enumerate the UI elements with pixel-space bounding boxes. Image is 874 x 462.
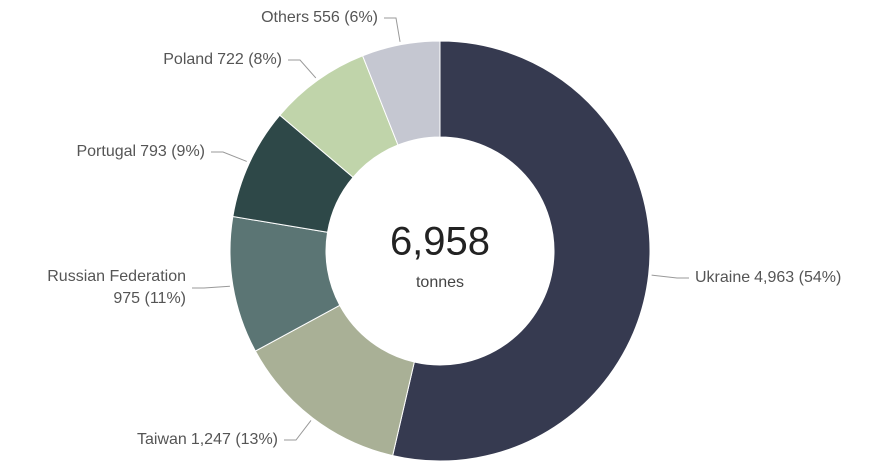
slice-label-name: Russian Federation xyxy=(47,268,186,285)
leader-line xyxy=(192,285,230,289)
center-label: tonnes xyxy=(416,274,464,291)
slice-label-name: Ukraine xyxy=(695,269,750,286)
slice-label-value: 793 (9%) xyxy=(140,143,205,160)
slice-label-value: 4,963 (54%) xyxy=(754,269,841,286)
leader-line xyxy=(284,420,312,441)
slice-label-value: 975 (11%) xyxy=(113,290,186,307)
slice-label-value: 1,247 (13%) xyxy=(191,431,278,448)
slice-label: Taiwan 1,247 (13%) xyxy=(137,431,278,448)
slice-label-name: Taiwan xyxy=(137,431,187,448)
center-value: 6,958 xyxy=(390,220,490,264)
slice-label-name: Poland xyxy=(163,51,213,68)
leader-line xyxy=(651,274,689,279)
leader-line xyxy=(384,17,401,42)
donut-slice xyxy=(361,40,441,146)
slice-label: Poland 722 (8%) xyxy=(163,51,282,68)
slice-label: Ukraine 4,963 (54%) xyxy=(695,269,841,286)
slice-label: Others 556 (6%) xyxy=(261,9,378,26)
leader-line xyxy=(211,151,247,162)
leader-line xyxy=(288,59,317,79)
slice-label-value: 556 (6%) xyxy=(313,9,378,26)
slice-label: Russian Federation 975 (11%) xyxy=(47,268,186,307)
slice-label-name: Others xyxy=(261,9,309,26)
slice-label-name: Portugal xyxy=(76,143,136,160)
slice-label-value: 722 (8%) xyxy=(217,51,282,68)
slice-label: Portugal 793 (9%) xyxy=(76,143,205,160)
donut-slice xyxy=(392,40,651,462)
